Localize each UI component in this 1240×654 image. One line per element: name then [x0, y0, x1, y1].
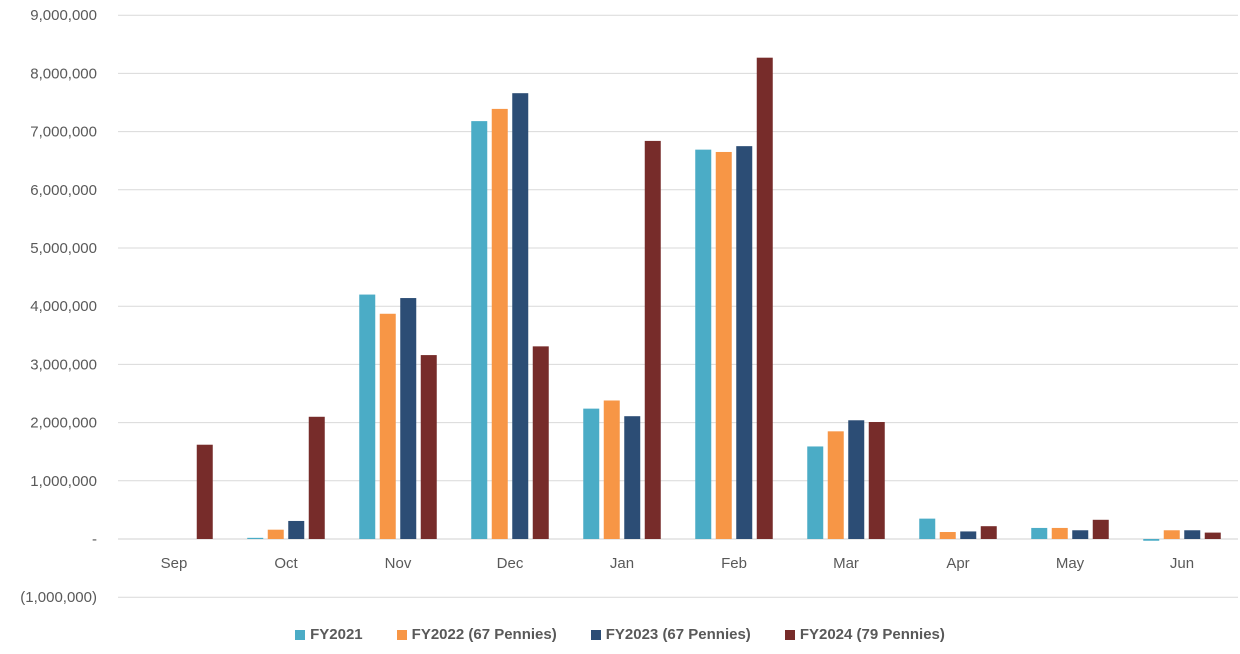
bar	[267, 529, 284, 539]
bar	[1051, 527, 1068, 539]
legend-swatch	[295, 629, 306, 640]
y-tick-label: 6,000,000	[30, 182, 97, 199]
legend-item: FY2022 (67 Pennies)	[396, 626, 557, 643]
bar	[624, 416, 641, 539]
bar	[1031, 527, 1048, 539]
bar	[247, 537, 264, 539]
bar	[603, 400, 620, 539]
bar	[196, 444, 213, 539]
y-axis-tick-labels: (1,000,000) - 1,000,000 2,000,000 3,000,000 4…	[20, 7, 97, 606]
bar	[420, 355, 437, 539]
bar	[807, 446, 824, 539]
y-tick-label: 2,000,000	[30, 415, 97, 432]
legend-label: FY2021	[310, 626, 363, 643]
x-tick-label: Sep	[161, 555, 188, 572]
bar	[1204, 532, 1221, 539]
legend-label: FY2024 (79 Pennies)	[799, 626, 945, 643]
legend-label: FY2023 (67 Pennies)	[605, 626, 751, 643]
y-tick-label: 1,000,000	[30, 473, 97, 490]
legend-item: FY2024 (79 Pennies)	[784, 626, 945, 643]
y-tick-label: -	[92, 531, 97, 548]
bars	[196, 57, 1221, 541]
bar	[919, 518, 936, 539]
bar	[491, 108, 508, 539]
x-tick-label: May	[1056, 555, 1085, 572]
bar	[736, 146, 753, 539]
bar	[532, 346, 549, 539]
x-tick-label: Mar	[833, 555, 859, 572]
bar	[644, 140, 661, 540]
y-tick-label: 7,000,000	[30, 124, 97, 141]
x-tick-label: Feb	[721, 555, 747, 572]
bar	[695, 149, 712, 539]
gridlines	[118, 14, 1238, 598]
bar	[1163, 530, 1180, 539]
y-tick-label: 8,000,000	[30, 65, 97, 82]
y-tick-label: (1,000,000)	[20, 589, 97, 606]
legend-item: FY2021	[295, 626, 363, 643]
bar	[939, 532, 956, 539]
x-tick-label: Apr	[946, 555, 969, 572]
legend-swatch	[590, 629, 601, 640]
x-tick-label: Jun	[1170, 555, 1194, 572]
bar	[1092, 519, 1109, 539]
bar	[379, 313, 396, 539]
bar	[512, 93, 529, 540]
bar	[400, 298, 417, 539]
bar	[583, 408, 600, 539]
legend-swatch	[396, 629, 407, 640]
bar	[756, 57, 773, 539]
bar	[960, 531, 977, 539]
x-tick-label: Dec	[497, 555, 524, 572]
y-tick-label: 5,000,000	[30, 240, 97, 257]
bar	[980, 526, 997, 539]
bar	[1072, 530, 1089, 539]
bar	[715, 151, 732, 539]
legend-item: FY2023 (67 Pennies)	[590, 626, 751, 643]
y-tick-label: 9,000,000	[30, 7, 97, 24]
y-tick-label: 3,000,000	[30, 356, 97, 373]
x-tick-label: Nov	[385, 555, 412, 572]
bar	[1143, 539, 1160, 541]
x-tick-label: Oct	[274, 555, 298, 572]
legend-swatch	[784, 629, 795, 640]
legend-label: FY2022 (67 Pennies)	[411, 626, 557, 643]
bar	[827, 431, 844, 539]
legend: FY2021 FY2022 (67 Pennies) FY2023 (67 Penn…	[0, 626, 1240, 643]
bar	[359, 294, 376, 539]
bar	[471, 121, 488, 540]
bar	[868, 422, 885, 539]
bar	[1184, 530, 1201, 539]
bar	[848, 420, 865, 539]
bar	[288, 520, 305, 539]
y-tick-label: 4,000,000	[30, 298, 97, 315]
x-tick-label: Jan	[610, 555, 634, 572]
x-axis-tick-labels: Sep Oct Nov Dec Jan Feb Mar Apr May Jun	[161, 555, 1194, 572]
bar	[308, 416, 325, 539]
